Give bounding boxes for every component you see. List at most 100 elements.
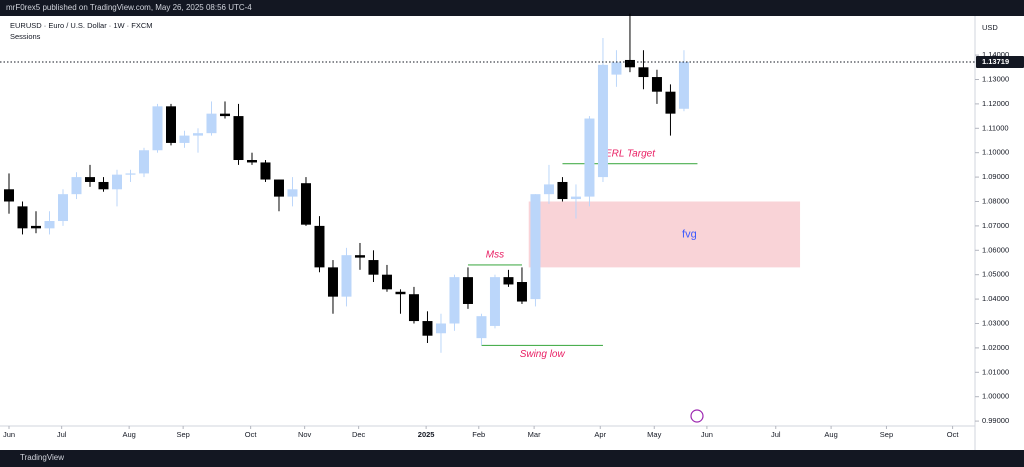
level-label: ERL Target (605, 148, 656, 159)
currency: USD (982, 23, 998, 32)
zone-label: fvg (682, 228, 697, 240)
candle-body (584, 118, 595, 197)
candle-body (58, 194, 69, 222)
candle-body (4, 189, 15, 202)
y-tick-label: 1.07000 (982, 221, 1009, 230)
x-tick-label: Mar (528, 430, 541, 439)
candle-body (489, 277, 500, 326)
chart-title: EURUSD · Euro / U.S. Dollar · 1W · FXCM (10, 21, 153, 30)
candle-body (570, 196, 581, 200)
candle-body (273, 179, 284, 197)
candle-body (557, 181, 568, 200)
y-tick-label: 1.01000 (982, 367, 1009, 376)
candle-body (638, 67, 649, 78)
candle-body (395, 291, 406, 295)
candle-body (341, 255, 352, 297)
y-tick-label: 1.03000 (982, 318, 1009, 327)
candle-body (381, 274, 392, 290)
header: mrF0rex5 published on TradingView.com, M… (6, 3, 252, 12)
y-tick-label: 1.02000 (982, 343, 1009, 352)
y-tick-label: 1.14000 (982, 50, 1009, 59)
x-tick-label: Jul (57, 430, 67, 439)
candle-body (422, 321, 433, 336)
y-tick-label: 1.00000 (982, 392, 1009, 401)
candle-body (98, 181, 109, 190)
candle-body (665, 91, 676, 114)
x-tick-label: Sep (176, 430, 189, 439)
y-tick-label: 1.11000 (982, 123, 1009, 132)
candle-body (408, 294, 419, 322)
candle-body (260, 162, 271, 180)
level-label: Mss (486, 250, 504, 261)
x-tick-label: Nov (298, 430, 312, 439)
y-tick-label: 1.09000 (982, 172, 1009, 181)
candle-body (71, 177, 82, 195)
candle-body (516, 282, 527, 302)
x-tick-label: Jun (701, 430, 713, 439)
candle-body (233, 116, 244, 161)
x-tick-label: Aug (824, 430, 837, 439)
x-tick-label: Jul (771, 430, 781, 439)
y-tick-label: 1.10000 (982, 148, 1009, 157)
candle-body (138, 150, 149, 174)
candle-body (368, 260, 379, 275)
indicator: Sessions (10, 32, 41, 41)
candle-body (179, 135, 190, 143)
candle-body (503, 277, 514, 285)
candle-body (192, 133, 203, 136)
x-tick-label: Sep (880, 430, 893, 439)
candle-body (44, 221, 55, 229)
candle-body (84, 177, 95, 182)
fvg-zone (528, 201, 801, 268)
candle-body (125, 173, 136, 175)
x-tick-label: Apr (594, 430, 606, 439)
candle-body (530, 194, 541, 300)
x-tick-label: May (647, 430, 661, 439)
candle-body (314, 225, 325, 268)
y-tick-label: 1.06000 (982, 245, 1009, 254)
y-tick-label: 1.12000 (982, 99, 1009, 108)
candle-body (354, 255, 365, 258)
y-tick-label: 0.99000 (982, 416, 1009, 425)
candle-body (449, 277, 460, 324)
candle-body (327, 267, 338, 297)
candle-body (476, 316, 487, 339)
candle-body (219, 113, 230, 117)
x-tick-label: 2025 (418, 430, 435, 439)
candle-body (206, 113, 217, 134)
x-tick-label: Dec (352, 430, 366, 439)
x-tick-label: Feb (472, 430, 485, 439)
candle-body (611, 62, 622, 75)
y-tick-label: 1.05000 (982, 270, 1009, 279)
candle-body (165, 106, 176, 143)
candle-body (435, 323, 446, 334)
candle-body (31, 225, 42, 229)
candle-body (111, 174, 122, 190)
candle-body (246, 160, 257, 163)
candle-body (651, 77, 662, 92)
candle-body (300, 183, 311, 225)
x-tick-label: Jun (3, 430, 15, 439)
event-icon[interactable] (690, 409, 704, 423)
chart-area (0, 16, 1024, 450)
x-tick-label: Oct (245, 430, 258, 439)
candle-body (624, 59, 635, 68)
x-tick-label: Aug (122, 430, 135, 439)
candle-body (287, 189, 298, 197)
level-label: Swing low (520, 349, 566, 360)
candle-body (597, 64, 608, 178)
last-price-box (976, 55, 1024, 68)
y-tick-label: 1.04000 (982, 294, 1009, 303)
last-price-label: 1.13719 (982, 57, 1009, 66)
candle-body (543, 184, 554, 195)
footer: TradingView (20, 453, 64, 462)
candle-body (678, 61, 689, 109)
candle-body (152, 106, 163, 151)
candle-body (462, 277, 473, 304)
y-tick-label: 1.08000 (982, 196, 1009, 205)
x-tick-label: Oct (947, 430, 960, 439)
candle-body (17, 206, 28, 229)
y-tick-label: 1.13000 (982, 74, 1009, 83)
